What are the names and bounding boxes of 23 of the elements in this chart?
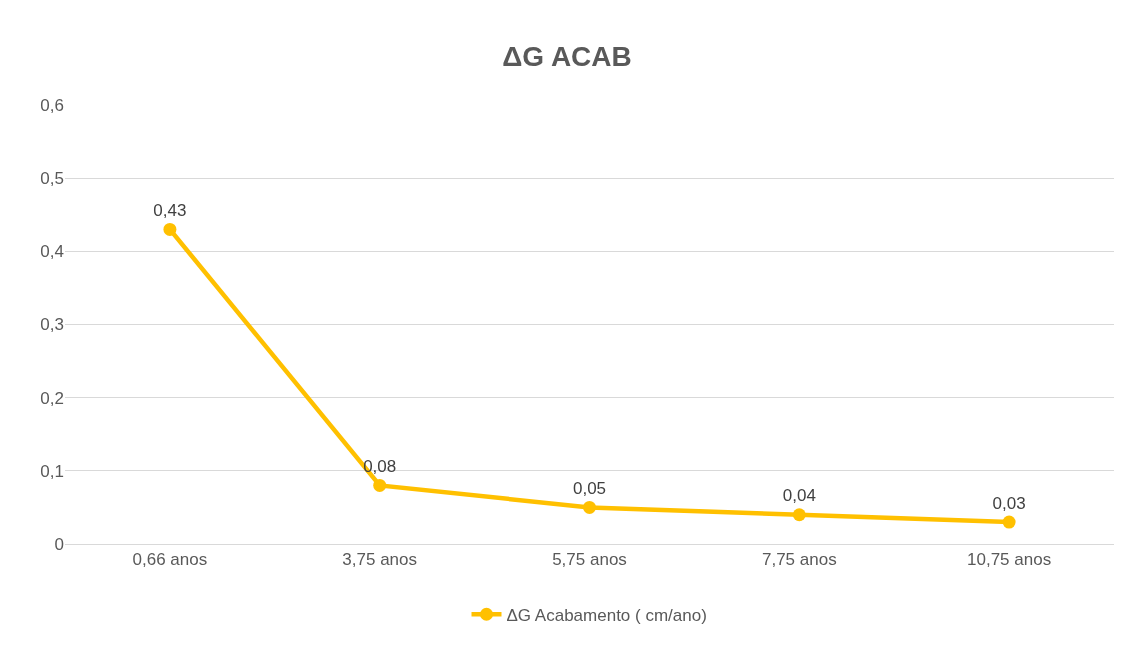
chart-title: ΔG ACAB (502, 41, 632, 73)
y-tick-label: 0,1 (40, 461, 64, 481)
y-tick-label: 0,4 (40, 242, 64, 262)
point (583, 500, 596, 514)
y-tick-label: 0 (54, 534, 64, 554)
point (792, 508, 806, 522)
x-tick-label: 5,75 anos (552, 550, 627, 570)
x-tick-label: 3,75 anos (342, 550, 418, 570)
x-tick-label: 0,66 anos (132, 550, 208, 570)
data-label: 0,04 (782, 486, 816, 506)
legend-label: ΔG Acabamento ( cm/ano) (506, 605, 707, 625)
point (163, 222, 177, 236)
data-label: 0,43 (153, 201, 187, 221)
data-label: 0,03 (992, 493, 1026, 513)
y-tick-label: 0,2 (40, 388, 64, 408)
y-tick-label: 0,6 (40, 95, 64, 115)
data-label: 0,05 (572, 479, 607, 499)
point (373, 478, 387, 492)
y-tick-label: 0,3 (40, 315, 64, 335)
point (1002, 515, 1016, 529)
y-tick-label: 0,5 (40, 169, 64, 189)
x-tick-label: 7,75 anos (761, 550, 837, 570)
x-tick-label: 10,75 anos (967, 550, 1052, 570)
